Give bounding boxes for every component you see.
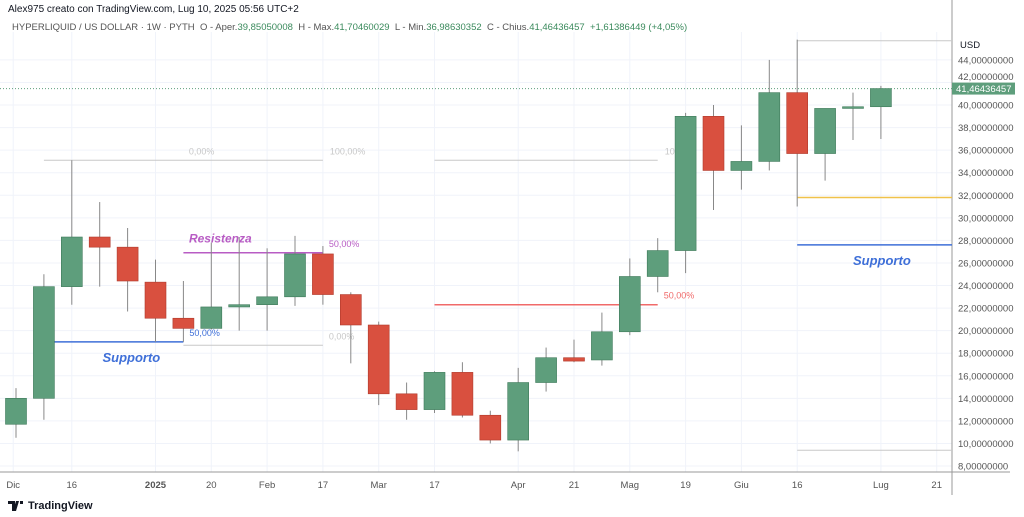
candle-up bbox=[842, 106, 864, 109]
candle-down bbox=[479, 414, 502, 441]
x-tick-label: Lug bbox=[873, 480, 889, 491]
candle-up bbox=[256, 296, 278, 305]
y-tick-label: 34,00000000 bbox=[958, 168, 1013, 179]
low-value: 36,98630352 bbox=[426, 22, 482, 33]
chart-caption: Alex975 creato con TradingView.com, Lug … bbox=[8, 4, 299, 15]
candle-up bbox=[674, 116, 697, 251]
x-tick-label: 21 bbox=[931, 480, 942, 491]
candle-down bbox=[116, 246, 139, 282]
y-tick-label: 10,00000000 bbox=[958, 439, 1013, 450]
fib-label: 10 bbox=[665, 146, 675, 156]
y-tick-label: 18,00000000 bbox=[958, 349, 1013, 360]
candle-up bbox=[200, 306, 223, 329]
candle-up bbox=[870, 88, 892, 108]
candle-down bbox=[563, 357, 585, 362]
candle-down bbox=[339, 294, 362, 326]
close-value: 41,46436457 bbox=[529, 22, 585, 33]
tradingview-logo: TradingView bbox=[8, 500, 93, 512]
candle-up bbox=[618, 276, 641, 333]
last-price-label: 41,46436457 bbox=[956, 84, 1011, 95]
y-tick-label: 16,00000000 bbox=[958, 371, 1013, 382]
candle-up bbox=[228, 304, 250, 308]
candle-up bbox=[423, 372, 446, 410]
candle-down bbox=[88, 236, 111, 248]
candle-up bbox=[507, 382, 530, 441]
candle-up bbox=[5, 398, 27, 425]
x-tick-label: 16 bbox=[792, 480, 803, 491]
candle-up bbox=[758, 92, 781, 162]
candle-down bbox=[786, 92, 809, 154]
y-tick-label: 32,00000000 bbox=[958, 191, 1013, 202]
y-tick-label: 8,00000000 bbox=[958, 462, 1008, 473]
symbol-name[interactable]: HYPERLIQUID / US DOLLAR · 1W · PYTH bbox=[12, 22, 195, 33]
y-tick-label: 42,00000000 bbox=[958, 72, 1013, 83]
candle-up bbox=[535, 357, 557, 383]
candle-down bbox=[702, 116, 725, 171]
x-tick-label: Dic bbox=[6, 480, 20, 491]
y-tick-label: 40,00000000 bbox=[958, 101, 1013, 112]
open-value: 39,85050008 bbox=[237, 22, 293, 33]
y-tick-label: 20,00000000 bbox=[958, 326, 1013, 337]
candle-up bbox=[33, 286, 55, 399]
candle-up bbox=[730, 161, 753, 171]
y-tick-label: 44,00000000 bbox=[958, 55, 1013, 66]
level-label: 50,00% bbox=[664, 291, 695, 301]
candle-up bbox=[646, 250, 669, 277]
candle-down bbox=[367, 324, 390, 395]
candle-down bbox=[451, 372, 474, 416]
open-label: O - Aper. bbox=[199, 22, 238, 33]
y-tick-label: 28,00000000 bbox=[958, 236, 1013, 247]
y-tick-label: 36,00000000 bbox=[958, 146, 1013, 157]
fib-label: 100,00% bbox=[330, 146, 366, 156]
y-tick-label: 24,00000000 bbox=[958, 281, 1013, 292]
y-tick-label: 26,00000000 bbox=[958, 258, 1013, 269]
text-annotation: Resistenza bbox=[189, 232, 252, 246]
high-label: H - Max. bbox=[298, 22, 335, 33]
y-tick-label: 22,00000000 bbox=[958, 304, 1013, 315]
x-tick-label: 2025 bbox=[145, 480, 167, 491]
text-annotation: Supporto bbox=[853, 253, 911, 268]
x-tick-label: Mag bbox=[621, 480, 639, 491]
fib-label: 0,00% bbox=[189, 146, 215, 156]
brand-name: TradingView bbox=[28, 500, 93, 512]
y-tick-label: 30,00000000 bbox=[958, 213, 1013, 224]
candle-down bbox=[395, 393, 418, 410]
y-tick-label: 14,00000000 bbox=[958, 394, 1013, 405]
low-label: L - Min. bbox=[394, 22, 427, 33]
tradingview-icon bbox=[8, 501, 23, 511]
level-label: 0,00% bbox=[329, 331, 355, 341]
x-tick-label: 17 bbox=[429, 480, 440, 491]
candle-up bbox=[591, 331, 613, 361]
level-label: 50,00% bbox=[189, 328, 220, 338]
candle-up bbox=[284, 253, 306, 298]
candle-up bbox=[60, 236, 83, 287]
x-tick-label: Giu bbox=[734, 480, 749, 491]
level-label: 50,00% bbox=[329, 239, 360, 249]
candle-down bbox=[312, 253, 334, 295]
x-tick-label: 20 bbox=[206, 480, 217, 491]
x-tick-label: 17 bbox=[318, 480, 329, 491]
high-value: 41,70460029 bbox=[334, 22, 390, 33]
last-price-tag bbox=[952, 82, 1015, 95]
x-tick-label: 16 bbox=[67, 480, 78, 491]
currency-label: USD bbox=[960, 40, 980, 51]
text-annotation: Supporto bbox=[102, 350, 160, 365]
x-tick-label: Apr bbox=[511, 480, 526, 491]
candle-down bbox=[172, 317, 195, 329]
symbol-legend: HYPERLIQUID / US DOLLAR · 1W · PYTH O - … bbox=[12, 22, 687, 33]
close-label: C - Chius. bbox=[486, 22, 530, 33]
candle-up bbox=[814, 108, 836, 154]
x-tick-label: Mar bbox=[371, 480, 387, 491]
x-tick-label: 21 bbox=[569, 480, 580, 491]
y-tick-label: 12,00000000 bbox=[958, 416, 1013, 427]
y-tick-label: 38,00000000 bbox=[958, 123, 1013, 134]
x-tick-label: 19 bbox=[680, 480, 691, 491]
change-value: +1,61386449 (+4,05%) bbox=[589, 22, 688, 33]
x-tick-label: Feb bbox=[259, 480, 275, 491]
candle-down bbox=[144, 281, 167, 319]
